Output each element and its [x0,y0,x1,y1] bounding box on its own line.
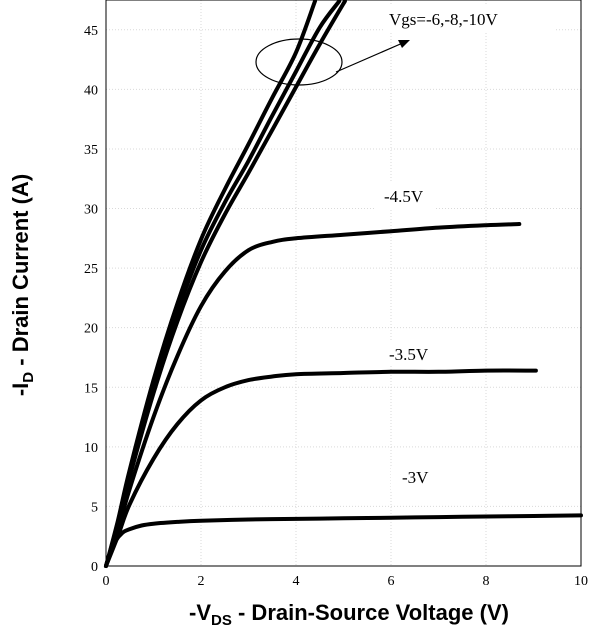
annotation-vgs-3-5: -3.5V [389,345,429,364]
annotation-label-bg [391,466,441,490]
y-tick-label: 25 [84,262,98,277]
x-tick-label: 6 [388,574,395,589]
x-tick-label: 4 [293,574,300,589]
y-tick-label: 35 [84,143,98,158]
y-tick-label: 0 [91,560,98,575]
x-tick-label: 0 [103,574,110,589]
tick-labels: 0 2 4 6 8 10 0 5 10 15 20 25 30 35 40 45 [84,24,588,589]
y-tick-label: 40 [84,83,98,98]
y-tick-label: 20 [84,322,98,337]
x-axis-label: -VDS - Drain-Source Voltage (V) [189,600,509,629]
y-tick-label: 30 [84,203,98,218]
annotation-arrow [335,41,406,73]
y-axis-label: -ID - Drain Current (A) [8,174,37,396]
series-line [104,0,317,568]
annotation-label-bg [376,183,436,209]
series-line [104,368,538,568]
x-tick-label: 2 [198,574,205,589]
annotation-vgs-6-8-10: Vgs=-6,-8,-10V [389,10,498,29]
x-tick-label: 8 [483,574,490,589]
x-tick-label: 10 [574,574,588,589]
series-line [104,222,522,568]
annotation-label-bg [381,342,441,366]
y-tick-label: 5 [91,500,98,515]
grid [106,0,581,566]
annotation-label-bg [383,6,554,32]
annotation-vgs-3: -3V [402,468,429,487]
y-tick-label: 45 [84,24,98,39]
series-line [104,513,583,568]
curves [104,0,583,568]
y-tick-label: 10 [84,441,98,456]
arrowhead-icon [398,40,410,48]
y-tick-label: 15 [84,381,98,396]
annotation-ellipse [255,38,343,86]
annotation-vgs-4-5: -4.5V [384,187,424,206]
plot-frame [105,0,582,567]
